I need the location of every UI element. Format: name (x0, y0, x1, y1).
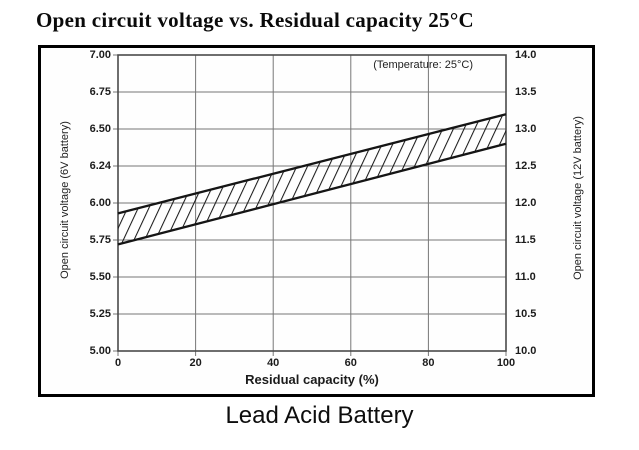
temperature-annotation: (Temperature: 25°C) (373, 59, 473, 71)
x-axis-tick: 100 (496, 357, 516, 369)
x-axis-tick: 20 (189, 357, 202, 369)
left-axis-tick: 7.00 (89, 49, 111, 61)
plot-border (117, 54, 507, 352)
chart-frame: 7.00 6.75 6.50 6.24 6.00 5.75 5.50 5.25 … (38, 45, 595, 397)
left-axis-tick: 6.24 (89, 160, 111, 172)
chart-area: 7.00 6.75 6.50 6.24 6.00 5.75 5.50 5.25 … (41, 48, 592, 394)
plot-canvas (113, 54, 507, 356)
right-y-axis-label: Open circuit voltage (12V battery) (572, 116, 584, 280)
right-axis-tick: 13.0 (515, 123, 537, 135)
left-axis-tick: 6.50 (89, 123, 111, 135)
left-axis-tick: 5.50 (89, 271, 111, 283)
right-axis-tick: 12.5 (515, 160, 537, 172)
right-axis-tick: 11.5 (515, 234, 536, 246)
right-axis-tick: 14.0 (515, 49, 537, 61)
left-axis-tick: 5.25 (89, 308, 111, 320)
x-axis-tick: 80 (422, 357, 435, 369)
left-axis-tick: 6.00 (89, 197, 111, 209)
right-axis-tick: 10.5 (515, 308, 537, 320)
voltage-band (117, 113, 507, 246)
left-y-axis-label: Open circuit voltage (6V battery) (59, 121, 71, 279)
x-axis-tick: 0 (114, 357, 122, 369)
chart-title: Open circuit voltage vs. Residual capaci… (36, 8, 475, 32)
right-axis-tick: 10.0 (515, 345, 537, 357)
left-axis-tick: 5.75 (89, 234, 111, 246)
x-axis-tick: 60 (344, 357, 357, 369)
left-axis-tick: 6.75 (89, 86, 111, 98)
left-axis-tick: 5.00 (89, 345, 111, 357)
right-axis-tick: 13.5 (515, 86, 537, 98)
x-axis-tick: 40 (267, 357, 280, 369)
x-axis-label: Residual capacity (%) (245, 372, 379, 387)
right-axis-tick: 12.0 (515, 197, 537, 209)
figure-caption: Lead Acid Battery (225, 402, 414, 429)
right-axis-tick: 11.0 (515, 271, 536, 283)
